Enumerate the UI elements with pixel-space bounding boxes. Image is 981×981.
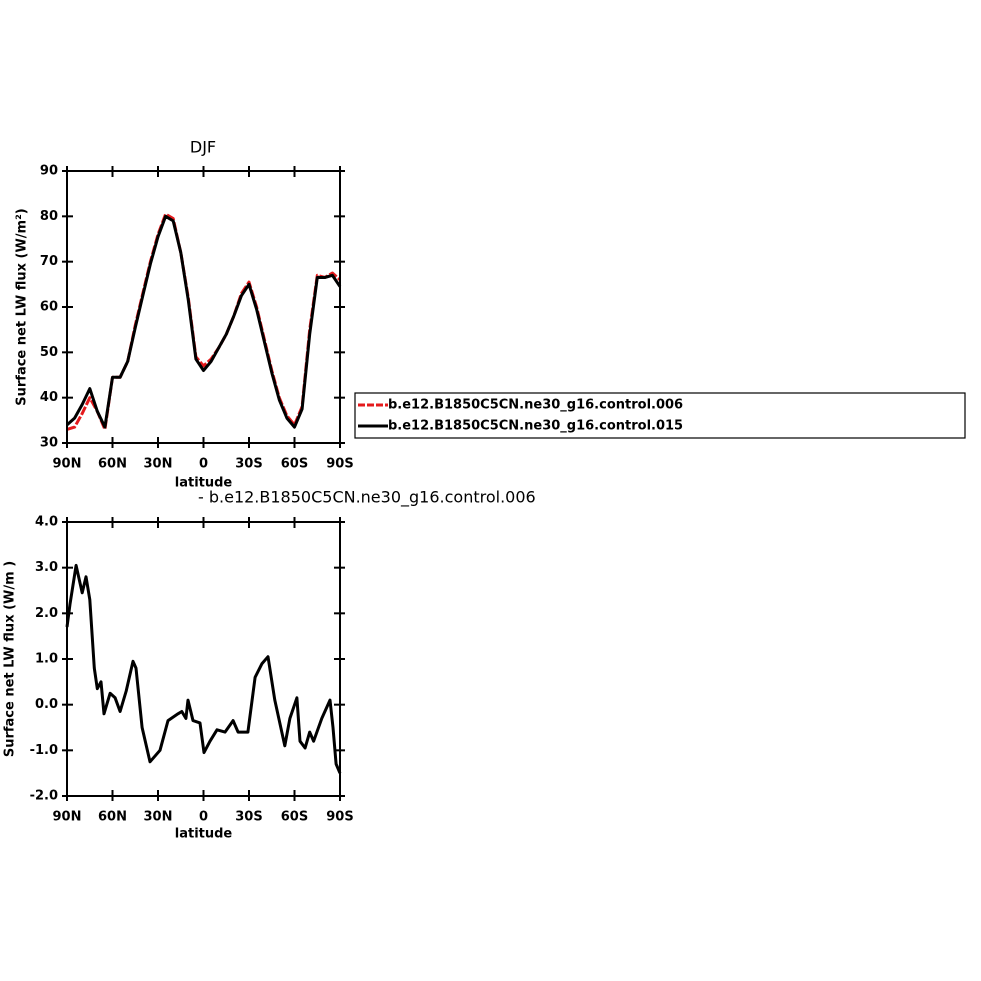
x-tick-label: 30N (144, 457, 173, 472)
y-tick-label: 40 (40, 390, 58, 405)
x-tick-label: 60N (98, 810, 127, 825)
y-tick-label: 60 (40, 300, 58, 315)
chart-title: - b.e12.B1850C5CN.ne30_g16.control.006 (198, 488, 536, 508)
x-tick-label: 60N (98, 457, 127, 472)
y-tick-label: 4.0 (35, 515, 58, 530)
x-tick-label: 0 (199, 457, 208, 472)
x-tick-label: 0 (199, 810, 208, 825)
x-tick-label: 90S (326, 810, 353, 825)
y-tick-label: -2.0 (30, 789, 58, 804)
y-tick-label: 2.0 (35, 606, 58, 621)
y-tick-label: 0.0 (35, 697, 58, 712)
x-axis-label: latitude (175, 827, 233, 842)
x-tick-label: 90S (326, 457, 353, 472)
y-tick-label: 30 (40, 436, 58, 451)
x-tick-label: 60S (281, 457, 308, 472)
legend-label: b.e12.B1850C5CN.ne30_g16.control.015 (388, 419, 683, 434)
x-tick-label: 60S (281, 810, 308, 825)
x-tick-label: 30S (235, 457, 262, 472)
y-tick-label: 50 (40, 345, 58, 360)
legend-box (354, 392, 966, 439)
y-axis-label: Surface net LW flux (W/m ) (3, 561, 18, 757)
chart-title: DJF (190, 138, 216, 157)
plot-frame (66, 170, 341, 444)
plot-frame (66, 521, 341, 797)
y-tick-label: 3.0 (35, 560, 58, 575)
x-tick-label: 30S (235, 810, 262, 825)
data-line (65, 214, 342, 429)
x-tick-label: 90N (53, 457, 82, 472)
x-tick-label: 90N (53, 810, 82, 825)
y-tick-label: -1.0 (30, 743, 58, 758)
y-tick-label: 70 (40, 254, 58, 269)
data-line (65, 563, 342, 774)
y-tick-label: 1.0 (35, 652, 58, 667)
legend-label: b.e12.B1850C5CN.ne30_g16.control.006 (388, 398, 683, 413)
y-axis-label: Surface net LW flux (W/m²) (15, 208, 30, 405)
x-tick-label: 30N (144, 810, 173, 825)
y-tick-label: 90 (40, 164, 58, 179)
x-axis-label: latitude (175, 476, 233, 491)
data-line (66, 212, 342, 431)
y-tick-label: 80 (40, 209, 58, 224)
